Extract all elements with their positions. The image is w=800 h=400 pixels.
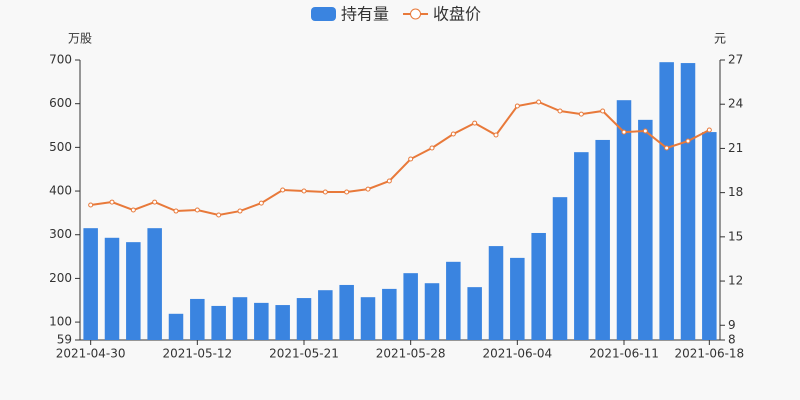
line-point — [322, 189, 328, 195]
bar — [616, 100, 632, 340]
bar — [339, 284, 354, 340]
legend-label: 持有量 — [341, 5, 389, 24]
bar — [190, 298, 205, 340]
line-point — [706, 127, 712, 133]
line-point — [685, 138, 691, 144]
legend-item[interactable]: 持有量 — [311, 5, 389, 24]
x-tick-label: 2021-05-21 — [269, 347, 339, 361]
y2-tick-label: 18 — [728, 185, 743, 199]
line-point — [280, 187, 286, 193]
bar — [382, 288, 397, 340]
bar — [126, 242, 141, 340]
line-point — [514, 103, 520, 109]
bar — [275, 305, 290, 340]
x-tick-label: 2021-04-30 — [56, 347, 126, 361]
bar — [360, 297, 376, 340]
bar — [574, 152, 589, 340]
line-point — [557, 108, 563, 114]
x-tick-label: 2021-06-04 — [482, 347, 552, 361]
bar — [104, 237, 120, 340]
line-point — [493, 132, 499, 138]
y2-tick-label: 24 — [728, 97, 743, 111]
y-tick-label: 300 — [49, 227, 72, 241]
bar — [510, 257, 525, 340]
line-point — [216, 212, 222, 218]
bar — [702, 132, 717, 340]
line-point — [664, 145, 670, 151]
line-point — [386, 178, 392, 184]
line-point — [194, 207, 200, 213]
legend-label: 收盘价 — [433, 5, 481, 24]
line-point — [642, 128, 648, 134]
bar — [232, 297, 248, 340]
bar — [680, 63, 696, 340]
y-tick-label: 700 — [49, 53, 72, 67]
bar — [318, 290, 333, 340]
y-tick-label: 59 — [57, 333, 72, 347]
line-point — [88, 202, 94, 208]
x-tick-label: 2021-05-28 — [376, 347, 446, 361]
bar — [168, 313, 184, 340]
legend-swatch — [311, 7, 336, 21]
bar — [488, 246, 504, 340]
line — [90, 100, 710, 217]
line-point — [173, 208, 179, 214]
line-point — [600, 108, 606, 114]
bar — [659, 62, 674, 341]
bar — [531, 232, 546, 340]
y-tick-label: 500 — [49, 140, 72, 154]
line-point — [152, 199, 158, 205]
legend: 持有量 收盘价 — [311, 5, 481, 24]
bar — [424, 283, 440, 340]
bar — [211, 305, 226, 340]
line-point — [536, 99, 542, 105]
y-tick-label: 100 — [49, 315, 72, 329]
y2-tick-label: 21 — [728, 141, 743, 155]
line-point — [237, 208, 243, 214]
line-point — [429, 145, 435, 151]
line-point — [344, 189, 350, 195]
line-point — [109, 199, 115, 205]
x-tick-label: 2021-06-18 — [674, 347, 744, 361]
y-tick-label: 600 — [49, 96, 72, 110]
bar — [403, 273, 418, 340]
bar — [446, 261, 461, 340]
x-tick-label: 2021-06-11 — [589, 347, 659, 361]
y-tick-label: 200 — [49, 271, 72, 285]
y2-tick-label: 12 — [728, 274, 743, 288]
line-point — [578, 111, 584, 117]
bar — [147, 228, 162, 340]
y-axis-unit: 万股 — [68, 32, 92, 46]
line-point — [408, 156, 414, 162]
bar — [552, 197, 568, 340]
x-tick-label: 2021-05-12 — [162, 347, 232, 361]
y2-tick-label: 15 — [728, 229, 743, 243]
line-point — [365, 186, 371, 192]
y2-axis-unit: 元 — [714, 32, 726, 46]
line-point — [130, 207, 136, 213]
y2-tick-label: 27 — [728, 53, 743, 67]
line-point — [621, 129, 627, 135]
line-point — [450, 131, 456, 137]
line-point — [301, 188, 307, 194]
y2-tick-label: 8 — [728, 333, 736, 347]
y-tick-label: 400 — [49, 184, 72, 198]
bar — [638, 119, 653, 340]
bar — [595, 139, 610, 340]
legend-swatch-point — [410, 8, 422, 20]
line-point — [258, 200, 264, 206]
bar — [467, 287, 482, 340]
bar — [254, 302, 269, 340]
legend-item[interactable]: 收盘价 — [403, 5, 481, 24]
bar — [83, 228, 98, 340]
line-point — [472, 120, 478, 126]
y2-tick-label: 9 — [728, 318, 736, 332]
bar — [296, 298, 312, 340]
